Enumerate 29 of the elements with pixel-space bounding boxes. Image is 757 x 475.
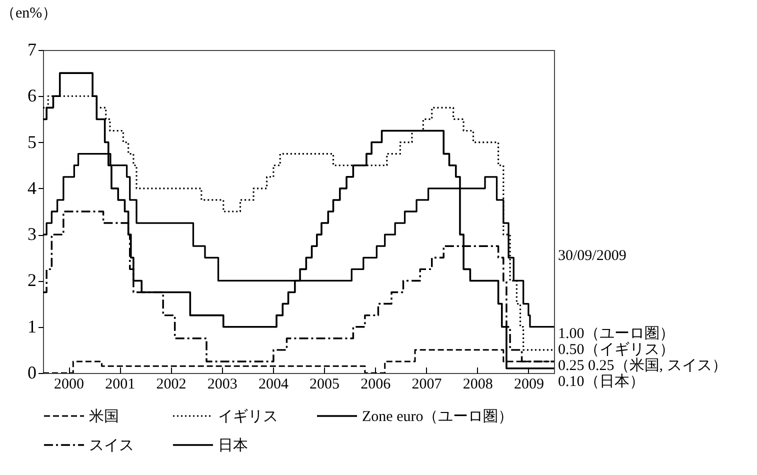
text: 30/09/2009: [558, 248, 626, 264]
x-tick-label: 2005: [310, 376, 340, 392]
y-tick-label: 3: [28, 224, 36, 244]
x-tick-label: 2001: [105, 376, 136, 392]
legend-label: スイス: [89, 438, 134, 454]
y-tick-label: 4: [28, 178, 36, 198]
x-tick-label: 2004: [258, 376, 289, 392]
legend-label: 日本: [218, 437, 248, 454]
x-tick-label: 2007: [412, 376, 442, 392]
y-tick-label: 1: [28, 316, 36, 336]
y-axis-title: （en%）: [0, 6, 58, 22]
x-tick-label: 2000: [54, 376, 84, 392]
x-tick-label: 2009: [514, 376, 544, 392]
legend-label: Zone euro（ユーロ圏）: [362, 409, 514, 425]
text: 0.10（日本）: [558, 373, 644, 390]
x-tick-label: 2008: [462, 376, 493, 392]
y-tick-label: 2: [28, 270, 36, 290]
legend-label: 米国: [89, 408, 119, 425]
y-tick-label: 5: [28, 132, 36, 152]
text: 0.25 0.25（米国, スイス）: [558, 357, 727, 374]
text: 0.50（イギリス）: [558, 341, 674, 358]
x-tick-label: 2006: [360, 376, 392, 392]
x-tick-label: 2003: [207, 376, 238, 392]
y-tick-label: 0: [28, 362, 36, 382]
y-tick-label: 7: [28, 40, 36, 60]
y-tick-label: 6: [28, 86, 36, 106]
legend-label: イギリス: [218, 408, 278, 425]
x-tick-label: 2002: [156, 376, 186, 392]
text: 1.00（ユーロ圏）: [558, 326, 674, 342]
